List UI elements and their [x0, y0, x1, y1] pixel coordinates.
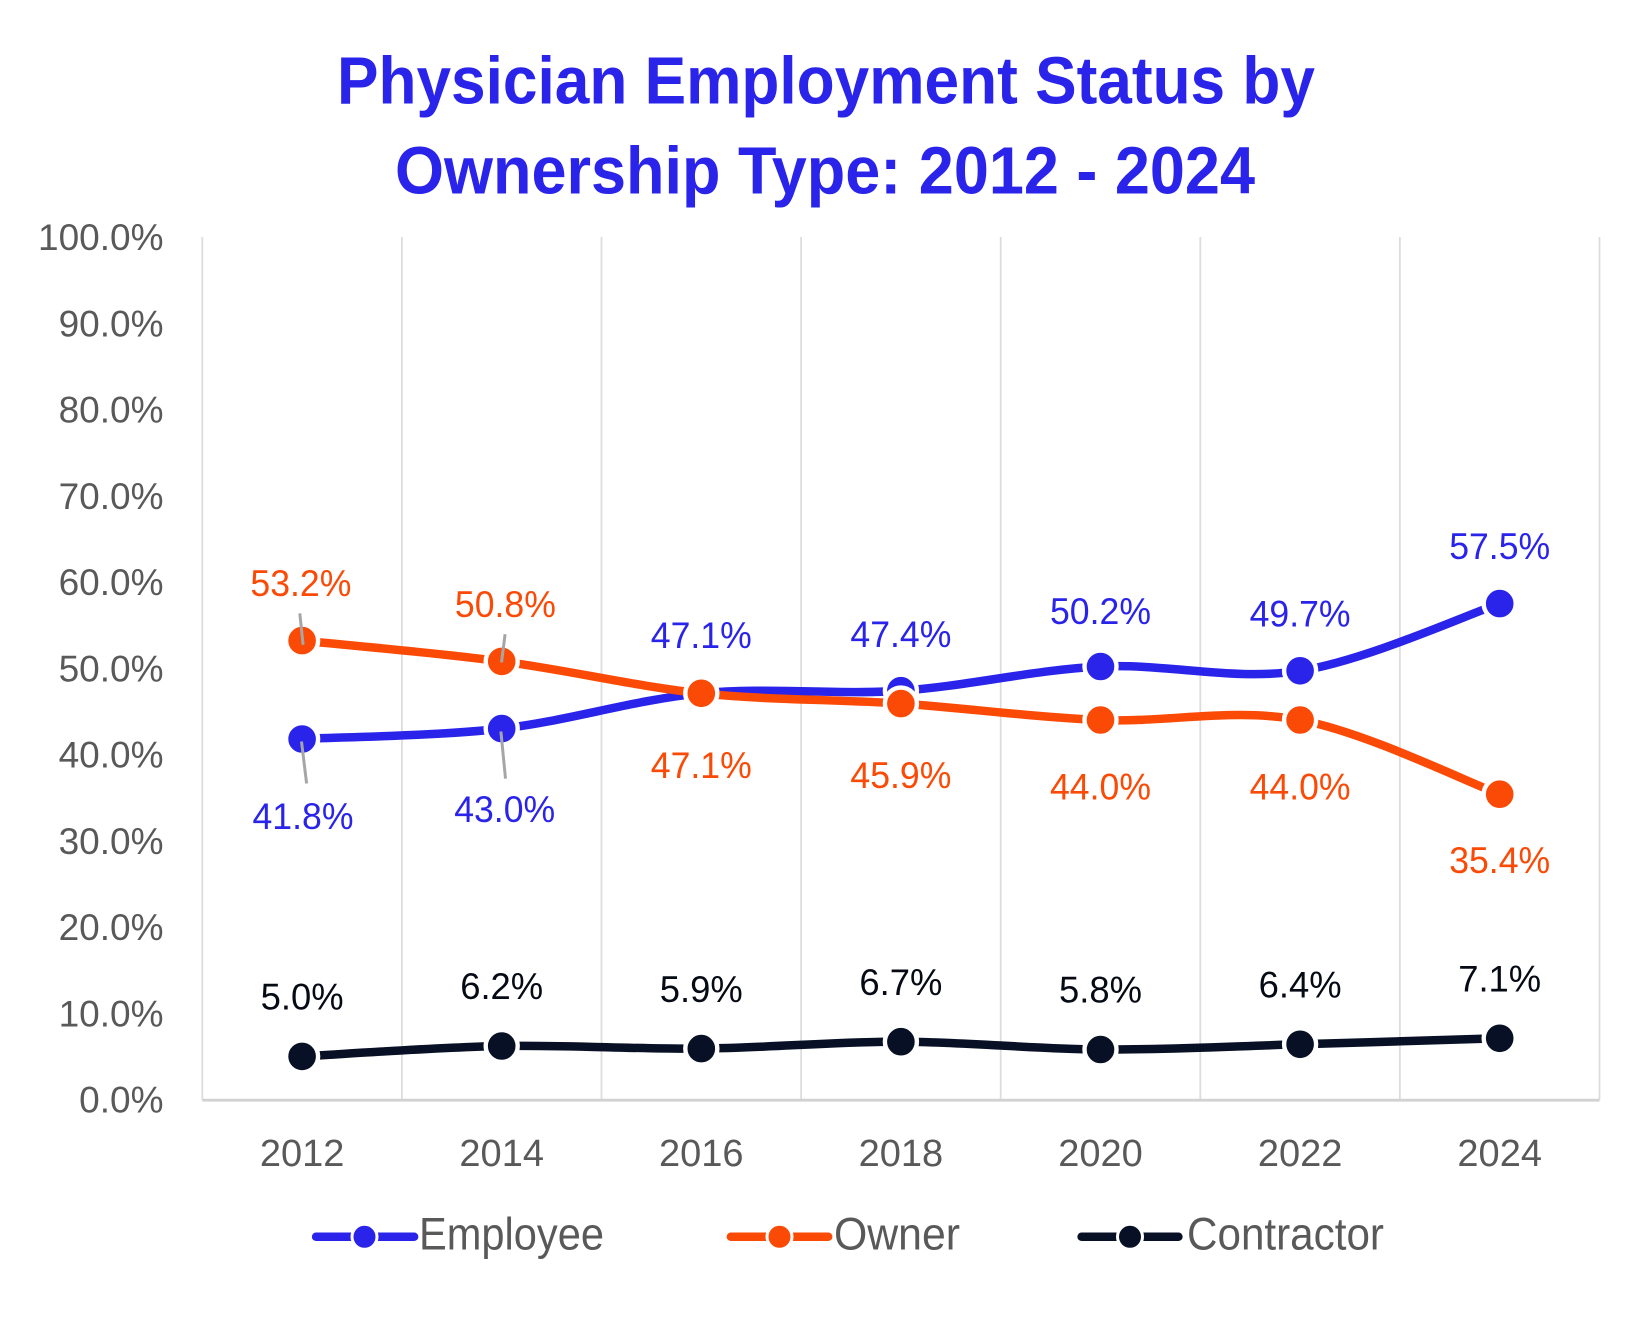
svg-text:45.9%: 45.9%	[850, 755, 951, 796]
svg-text:50.2%: 50.2%	[1050, 591, 1151, 632]
svg-text:50.8%: 50.8%	[455, 584, 556, 625]
svg-text:Physician Employment Status by: Physician Employment Status by	[337, 43, 1315, 118]
svg-text:30.0%: 30.0%	[59, 821, 164, 862]
svg-text:57.5%: 57.5%	[1449, 526, 1550, 567]
svg-text:100.0%: 100.0%	[38, 217, 164, 258]
svg-text:47.1%: 47.1%	[651, 615, 752, 656]
svg-text:40.0%: 40.0%	[59, 735, 164, 776]
svg-text:44.0%: 44.0%	[1050, 767, 1151, 808]
svg-text:2020: 2020	[1058, 1133, 1143, 1175]
svg-text:70.0%: 70.0%	[59, 476, 164, 517]
svg-text:53.2%: 53.2%	[250, 563, 351, 604]
svg-text:49.7%: 49.7%	[1250, 594, 1351, 635]
svg-text:2024: 2024	[1457, 1133, 1542, 1175]
svg-text:47.1%: 47.1%	[651, 745, 752, 786]
svg-text:5.8%: 5.8%	[1059, 970, 1142, 1011]
svg-text:Contractor: Contractor	[1187, 1209, 1384, 1260]
svg-text:5.9%: 5.9%	[660, 969, 743, 1010]
svg-text:20.0%: 20.0%	[59, 907, 164, 948]
svg-text:60.0%: 60.0%	[59, 562, 164, 603]
svg-text:47.4%: 47.4%	[850, 614, 951, 655]
svg-text:Employee: Employee	[419, 1209, 604, 1260]
svg-text:5.0%: 5.0%	[261, 977, 344, 1018]
svg-text:44.0%: 44.0%	[1250, 767, 1351, 808]
svg-text:0.0%: 0.0%	[79, 1080, 163, 1121]
svg-text:6.7%: 6.7%	[859, 962, 942, 1003]
svg-text:43.0%: 43.0%	[454, 789, 555, 830]
svg-text:2014: 2014	[459, 1133, 544, 1175]
svg-text:41.8%: 41.8%	[253, 796, 354, 837]
svg-text:6.4%: 6.4%	[1259, 965, 1342, 1006]
svg-text:80.0%: 80.0%	[59, 390, 164, 431]
svg-text:90.0%: 90.0%	[59, 303, 164, 344]
svg-text:10.0%: 10.0%	[59, 994, 164, 1035]
svg-text:2016: 2016	[659, 1133, 744, 1175]
svg-text:50.0%: 50.0%	[59, 649, 164, 690]
svg-text:2018: 2018	[859, 1133, 944, 1175]
svg-text:Ownership Type: 2012 - 2024: Ownership Type: 2012 - 2024	[395, 133, 1255, 208]
svg-text:35.4%: 35.4%	[1449, 840, 1550, 881]
svg-text:7.1%: 7.1%	[1458, 959, 1541, 1000]
svg-text:2022: 2022	[1258, 1133, 1343, 1175]
svg-text:2012: 2012	[260, 1133, 345, 1175]
svg-text:6.2%: 6.2%	[460, 966, 543, 1007]
svg-text:Owner: Owner	[834, 1209, 960, 1260]
